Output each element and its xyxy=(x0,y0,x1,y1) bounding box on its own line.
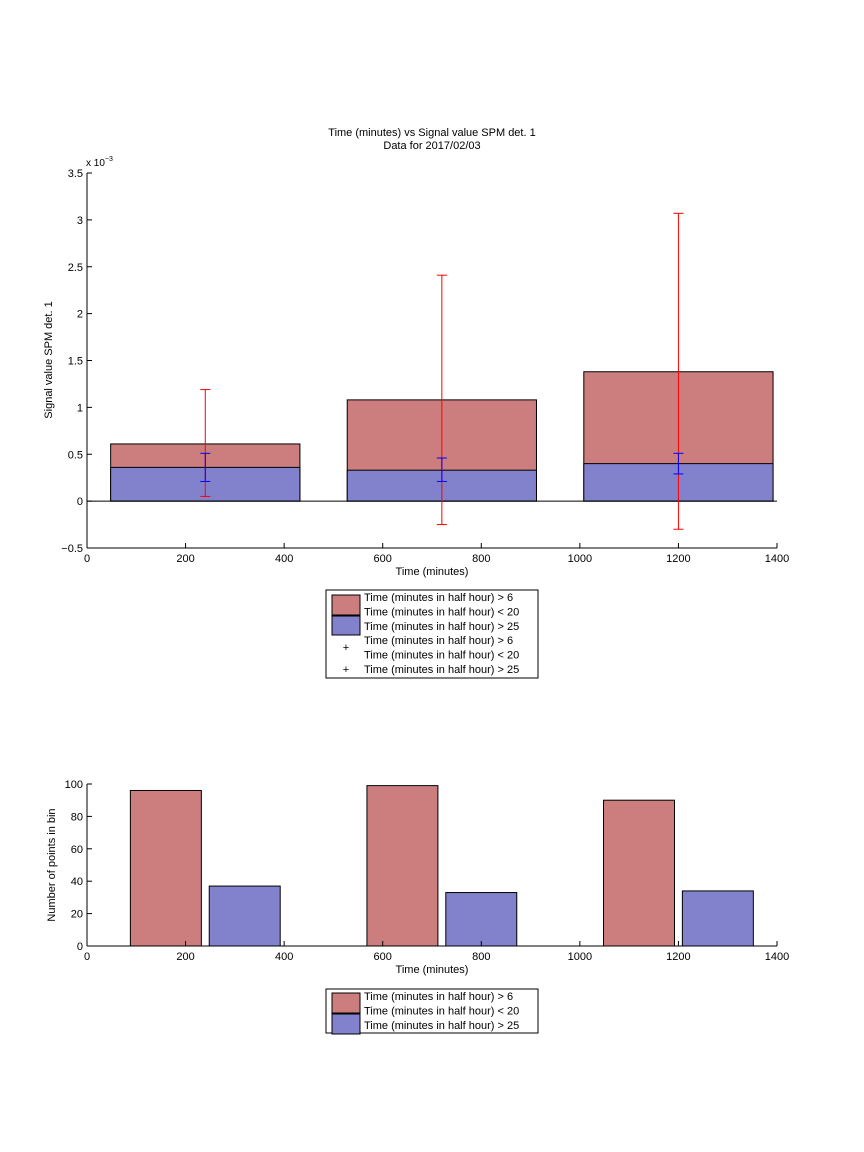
x-tick-label: 200 xyxy=(176,553,194,565)
y-tick-label: 3 xyxy=(77,215,83,227)
legend-entry: Time (minutes in half hour) > 6 xyxy=(364,635,513,647)
y-tick-label: 100 xyxy=(65,779,83,791)
y-axis-label: Signal value SPM det. 1 xyxy=(43,301,55,418)
bar xyxy=(681,890,754,947)
legend-entry: Time (minutes in half hour) > 25 xyxy=(364,664,519,676)
x-tick-label: 0 xyxy=(84,951,90,963)
legend-entry: Time (minutes in half hour) < 20 xyxy=(364,606,519,618)
legend-box xyxy=(325,589,539,679)
bar xyxy=(445,892,518,947)
x-tick-label: 1400 xyxy=(765,951,789,963)
axes xyxy=(86,172,778,549)
error-bar xyxy=(436,457,447,482)
bars-layer xyxy=(129,785,754,947)
y-tick-label: 20 xyxy=(71,909,83,921)
count-chart: 0 200 400 600 800 1000 1200 1400 0 20 40 60 80 100 Ti… xyxy=(46,779,790,1035)
y-tick-label: 2.5 xyxy=(68,262,83,274)
bar xyxy=(366,785,439,947)
legend-swatch-blue xyxy=(331,615,361,636)
x-tick-label: 1000 xyxy=(568,553,592,565)
legend-marker-red: + xyxy=(343,642,349,654)
error-bar xyxy=(436,274,447,526)
legend-entry: Time (minutes in half hour) > 6 xyxy=(364,592,513,604)
y-tick-label: 40 xyxy=(71,876,83,888)
error-bar xyxy=(673,212,684,530)
tick-labels: 0 200 400 600 800 1000 1200 1400−0.500.511.522.… xyxy=(61,168,789,565)
y-tick-label: 0.5 xyxy=(68,449,83,461)
x-tick-label: 1200 xyxy=(666,951,690,963)
y-axis-label: Number of points in bin xyxy=(46,808,58,921)
bar xyxy=(603,799,675,947)
x-tick-label: 600 xyxy=(374,553,392,565)
bar xyxy=(208,885,281,947)
x-tick-label: 0 xyxy=(84,553,90,565)
legend-entry: Time (minutes in half hour) > 25 xyxy=(364,621,519,633)
y-tick-label: 3.5 xyxy=(68,168,83,180)
signal-chart: Time (minutes) vs Signal value SPM det. … xyxy=(43,127,789,679)
x-axis-label: Time (minutes) xyxy=(396,964,469,976)
legend-marker-blue: + xyxy=(343,664,349,676)
y-tick-label: 0 xyxy=(77,496,83,508)
axis-exponent: x 10−3 xyxy=(86,156,113,169)
legend-entry: Time (minutes in half hour) < 20 xyxy=(364,650,519,662)
x-tick-label: 1400 xyxy=(765,553,789,565)
chart-subtitle: Data for 2017/02/03 xyxy=(383,140,480,152)
error-bars-layer xyxy=(200,212,684,530)
x-tick-label: 400 xyxy=(275,553,293,565)
y-tick-label: 2 xyxy=(77,309,83,321)
legend: + + Time (minutes in half hour) > 6 Time (m… xyxy=(325,589,539,679)
axes xyxy=(86,783,778,947)
x-tick-label: 1000 xyxy=(568,951,592,963)
x-axis-label: Time (minutes) xyxy=(396,566,469,578)
x-tick-label: 400 xyxy=(275,951,293,963)
legend-entry: Time (minutes in half hour) > 6 xyxy=(364,991,513,1003)
legend-box xyxy=(325,988,539,1034)
legend-swatch-red xyxy=(331,594,361,616)
legend-entry: Time (minutes in half hour) < 20 xyxy=(364,1005,519,1017)
x-tick-label: 200 xyxy=(176,951,194,963)
legend-entry: Time (minutes in half hour) > 25 xyxy=(364,1020,519,1032)
y-tick-label: 1 xyxy=(77,402,83,414)
chart-title: Time (minutes) vs Signal value SPM det. … xyxy=(328,127,535,139)
y-tick-label: 60 xyxy=(71,844,83,856)
y-tick-label: 0 xyxy=(77,941,83,953)
legend-swatch-red xyxy=(331,992,361,1014)
x-tick-label: 600 xyxy=(374,951,392,963)
y-tick-label: 80 xyxy=(71,811,83,823)
y-tick-label: 1.5 xyxy=(68,356,83,368)
error-bar xyxy=(673,452,684,475)
tick-labels: 0 200 400 600 800 1000 1200 1400 0 20 40 60 80 100 xyxy=(65,779,790,963)
legend-swatch-blue xyxy=(331,1013,361,1035)
legend: Time (minutes in half hour) > 6 Time (min… xyxy=(325,988,539,1035)
error-bar xyxy=(200,452,211,482)
x-tick-label: 1200 xyxy=(666,553,690,565)
x-tick-label: 800 xyxy=(472,553,490,565)
bar xyxy=(129,789,202,947)
y-tick-label: −0.5 xyxy=(61,543,83,555)
x-tick-label: 800 xyxy=(472,951,490,963)
